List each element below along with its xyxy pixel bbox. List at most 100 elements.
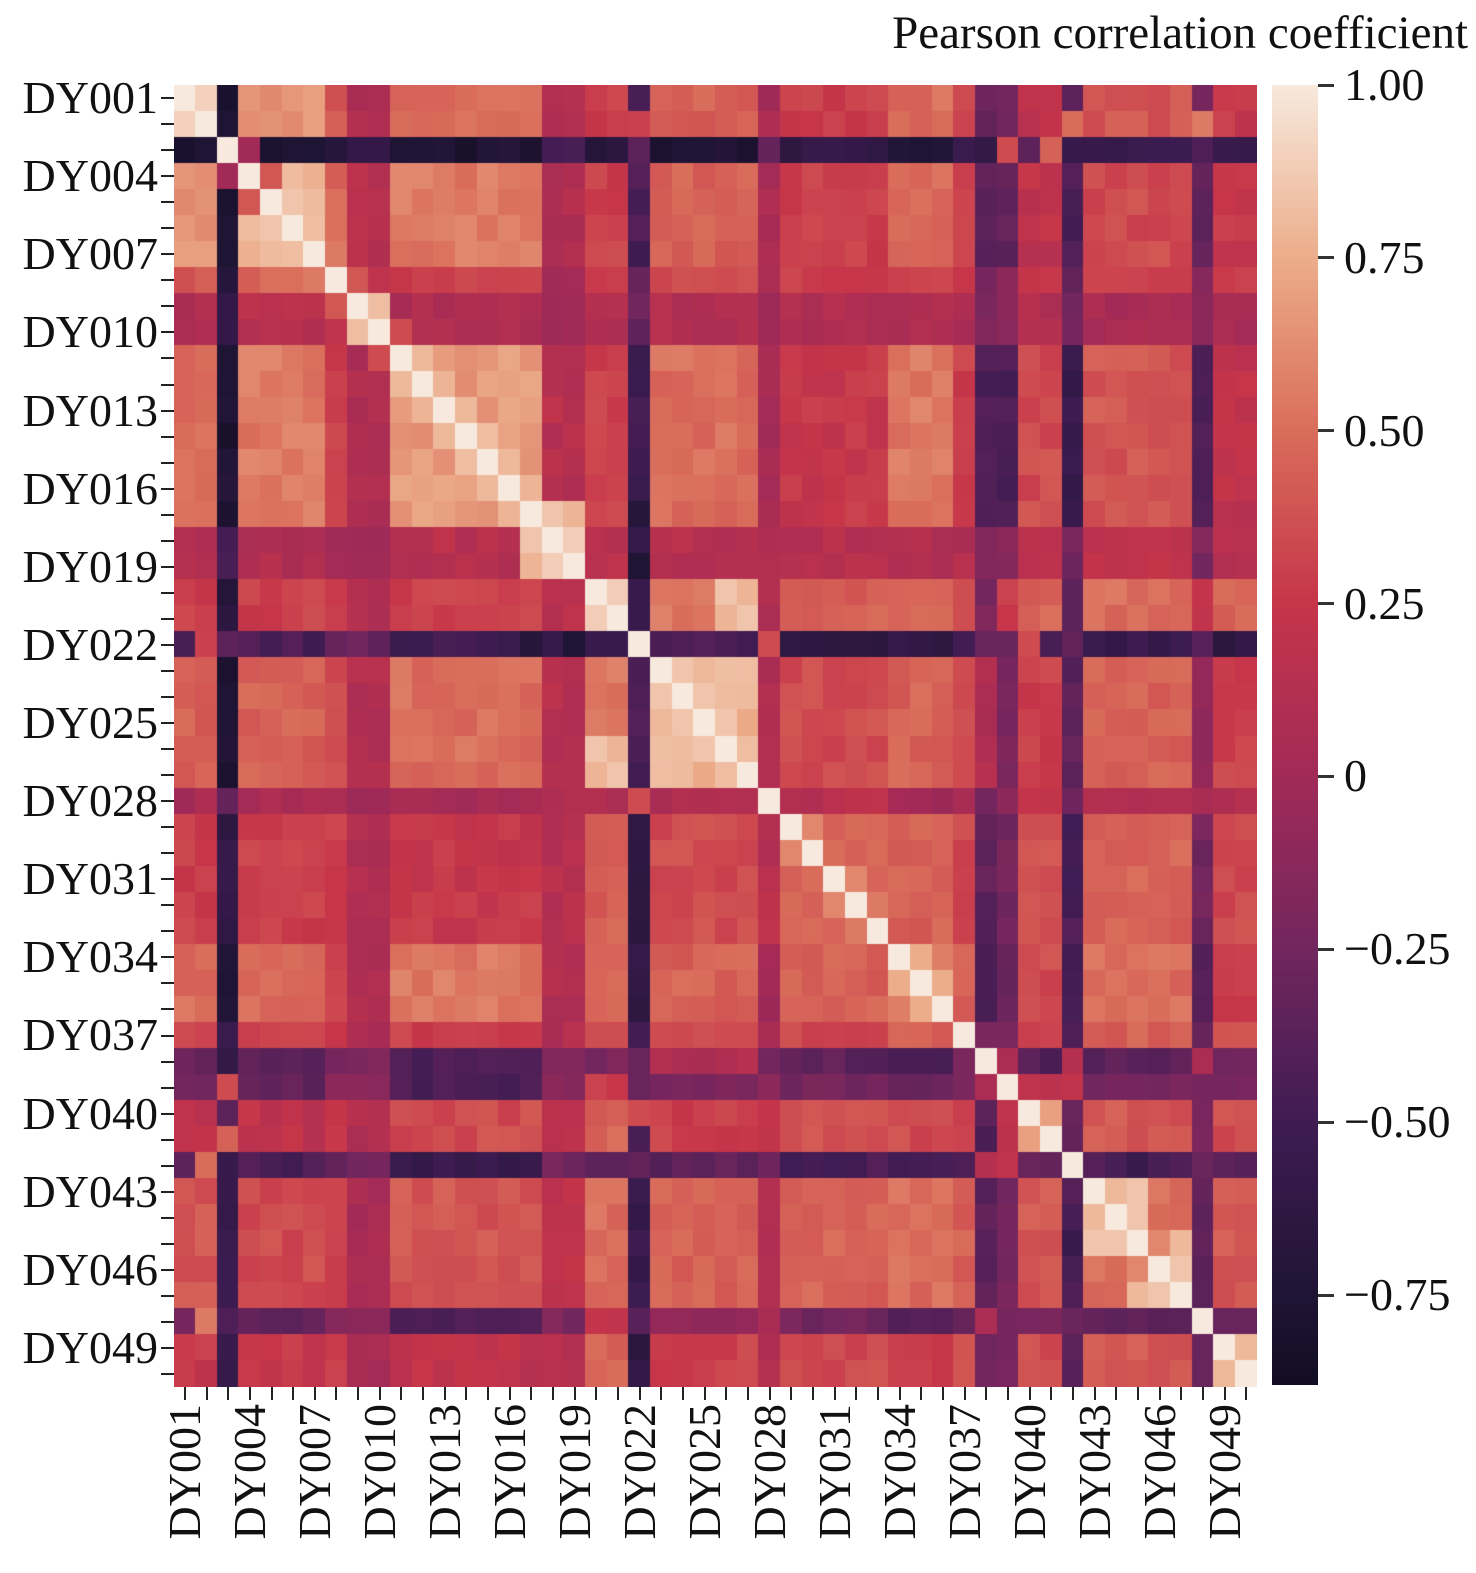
y-axis-tick (161, 852, 174, 855)
x-axis-label: DY046 (1133, 1404, 1185, 1540)
y-axis-tick (161, 591, 174, 594)
y-axis-tick (161, 149, 174, 152)
x-axis-label: DY034 (873, 1404, 925, 1540)
x-axis-label: DY007 (288, 1404, 340, 1540)
y-axis-label: DY031 (22, 853, 158, 905)
x-axis-tick (617, 1387, 619, 1400)
x-axis-label: DY022 (613, 1404, 665, 1540)
x-axis-label: DY031 (808, 1404, 860, 1540)
y-axis-tick (161, 279, 174, 282)
x-axis-tick (552, 1387, 554, 1400)
x-axis-label: DY010 (353, 1404, 405, 1540)
y-axis-tick (161, 982, 174, 985)
y-axis-label: DY019 (22, 540, 158, 592)
y-axis-tick (161, 1346, 174, 1349)
x-axis-tick (400, 1387, 403, 1400)
colorbar-tick (1318, 1293, 1334, 1297)
y-axis-tick (161, 357, 174, 360)
x-axis-tick (963, 1387, 966, 1400)
x-axis-label: DY013 (418, 1404, 470, 1540)
x-axis-tick (1071, 1387, 1074, 1400)
x-axis-tick (1028, 1387, 1031, 1400)
y-axis-tick (161, 409, 174, 412)
y-axis-label: DY013 (22, 384, 158, 436)
x-axis-label: DY028 (743, 1404, 795, 1540)
y-axis-label: DY043 (22, 1165, 158, 1217)
x-axis-tick (768, 1387, 771, 1400)
y-axis-label: DY004 (22, 150, 158, 202)
x-axis-tick (595, 1387, 598, 1400)
y-axis-label: DY022 (22, 618, 158, 670)
x-axis-label: DY004 (223, 1404, 275, 1540)
y-axis-label: DY001 (22, 72, 158, 124)
y-axis-tick (161, 643, 174, 646)
x-axis-tick (183, 1387, 186, 1400)
x-axis-label: DY049 (1198, 1404, 1250, 1540)
x-axis-tick (877, 1387, 879, 1400)
y-axis-tick (161, 956, 174, 959)
y-axis-tick (161, 669, 174, 672)
x-axis-tick (682, 1387, 684, 1400)
x-axis-label: DY016 (483, 1404, 535, 1540)
x-axis-tick (1050, 1387, 1053, 1400)
y-axis-label: DY049 (22, 1321, 158, 1373)
x-axis-tick (508, 1387, 511, 1400)
x-axis-tick (812, 1387, 814, 1400)
y-axis-tick (161, 1268, 174, 1271)
colorbar-tick (1318, 1120, 1334, 1124)
x-axis-tick (985, 1387, 988, 1400)
y-axis-label: DY016 (22, 462, 158, 514)
x-axis-label: DY019 (548, 1404, 600, 1540)
x-axis-tick (1136, 1387, 1139, 1400)
y-axis-label: DY007 (22, 228, 158, 280)
x-axis-tick (1201, 1387, 1204, 1400)
y-axis-tick (161, 722, 174, 724)
y-axis-tick (161, 383, 174, 386)
x-axis-label: DY043 (1068, 1404, 1120, 1540)
y-axis-tick (161, 1190, 174, 1193)
y-axis-tick (161, 1034, 174, 1037)
y-axis-label: DY037 (22, 1009, 158, 1061)
y-axis-tick (161, 565, 174, 568)
colorbar-tick (1318, 602, 1334, 606)
y-axis-tick (161, 1216, 174, 1219)
y-axis-tick (161, 748, 174, 750)
y-axis-tick (161, 227, 174, 230)
x-axis-tick (292, 1387, 295, 1400)
x-axis-tick (487, 1387, 490, 1400)
colorbar-tick (1318, 774, 1334, 778)
y-axis-label: DY034 (22, 931, 158, 983)
x-axis-tick (898, 1387, 901, 1400)
y-axis-tick (161, 123, 174, 126)
x-axis-tick (1223, 1387, 1226, 1400)
chart-title: Pearson correlation coefficient (892, 7, 1468, 59)
colorbar (1272, 85, 1318, 1385)
x-axis-label: DY037 (938, 1404, 990, 1540)
x-axis-tick (1180, 1387, 1183, 1400)
y-axis-label: DY025 (22, 696, 158, 748)
y-axis-tick (161, 97, 174, 99)
x-axis-tick (1245, 1387, 1248, 1400)
colorbar-tick (1318, 947, 1334, 951)
x-axis-tick (1006, 1387, 1009, 1400)
heatmap-canvas (174, 85, 1257, 1387)
y-axis-tick (161, 1112, 174, 1115)
colorbar-tick (1318, 256, 1334, 260)
y-axis-tick (161, 487, 174, 490)
x-axis-tick (378, 1387, 381, 1400)
y-axis-tick (161, 1138, 174, 1141)
x-axis-tick (1115, 1387, 1118, 1400)
x-axis-tick (465, 1387, 468, 1400)
x-axis-tick (941, 1387, 944, 1400)
x-axis-tick (747, 1387, 749, 1400)
y-axis-tick (161, 1086, 174, 1089)
x-axis-tick (422, 1387, 425, 1400)
y-axis-tick (161, 904, 174, 907)
x-axis-tick (530, 1387, 533, 1400)
y-axis-tick (161, 1242, 174, 1245)
x-axis-tick (357, 1387, 360, 1400)
y-axis-tick (161, 305, 174, 308)
x-axis-tick (790, 1387, 793, 1400)
y-axis-tick (161, 435, 174, 438)
